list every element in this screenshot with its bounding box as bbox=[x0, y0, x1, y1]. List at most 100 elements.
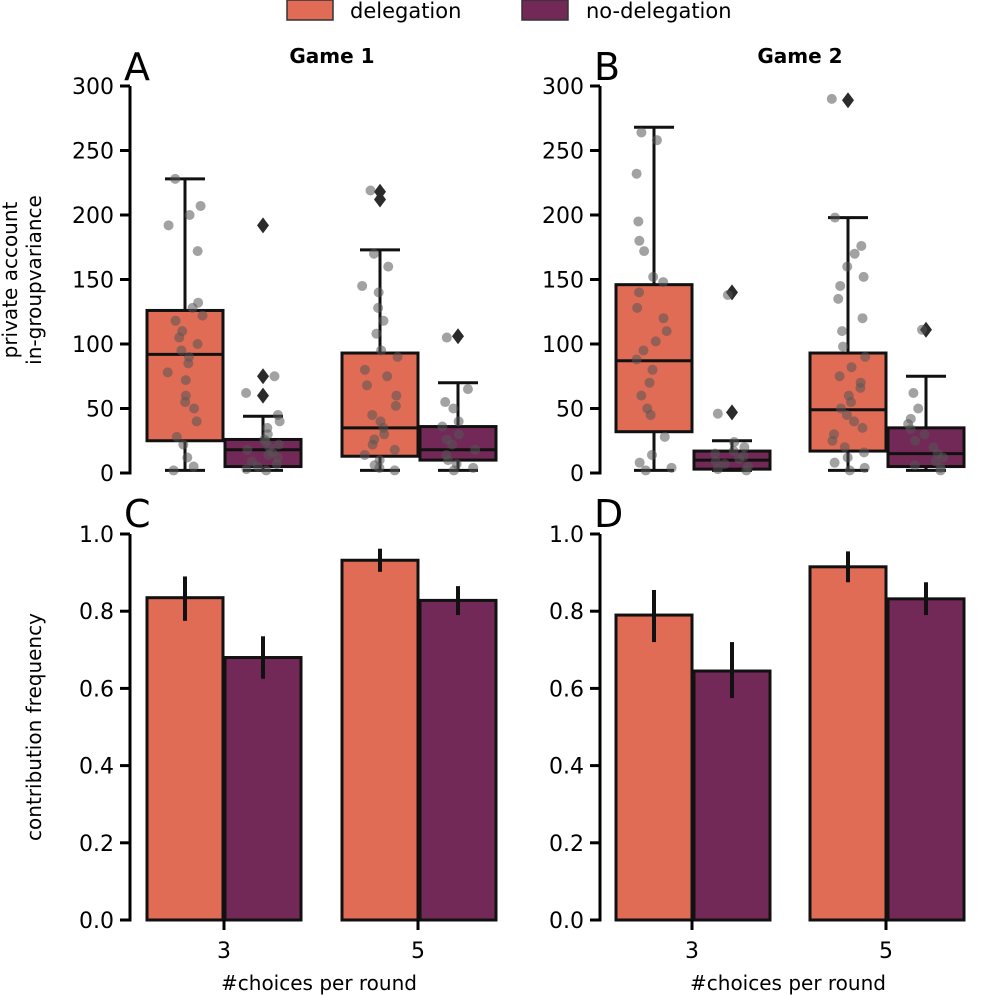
x-tick-label: 5 bbox=[411, 939, 425, 964]
y-tick-label: 150 bbox=[542, 269, 584, 294]
data-point bbox=[651, 135, 662, 146]
data-point bbox=[359, 449, 370, 460]
box-delegation bbox=[614, 283, 694, 434]
bar-no-delegation bbox=[223, 656, 303, 922]
data-point bbox=[849, 416, 860, 427]
outlier-marker bbox=[257, 217, 269, 234]
data-point bbox=[860, 351, 871, 362]
data-point bbox=[357, 280, 368, 291]
data-point bbox=[391, 390, 402, 401]
data-point bbox=[170, 315, 181, 326]
data-point bbox=[633, 216, 644, 227]
data-point bbox=[184, 210, 195, 220]
y-tick-label: 0.8 bbox=[549, 600, 584, 625]
panel-letter-a: A bbox=[124, 45, 150, 89]
y-tick-label: 0.0 bbox=[549, 909, 584, 934]
bar-no-delegation bbox=[886, 597, 966, 922]
data-point bbox=[659, 431, 670, 442]
y-tick-label: 0.4 bbox=[79, 755, 114, 780]
data-point bbox=[269, 371, 280, 382]
data-point bbox=[908, 388, 919, 399]
data-point bbox=[710, 448, 721, 459]
data-point bbox=[719, 458, 730, 469]
data-point bbox=[272, 409, 283, 420]
data-point bbox=[437, 421, 448, 432]
data-point bbox=[390, 400, 401, 411]
data-point bbox=[392, 351, 403, 362]
y-tick-label: 1.0 bbox=[549, 523, 584, 548]
plot-area-c: 0.0 0.2 0.4 0.6 0.8 1.0 3 5 bbox=[79, 523, 498, 964]
data-point bbox=[712, 464, 723, 475]
data-point bbox=[193, 297, 204, 308]
y-tick-label: 100 bbox=[72, 333, 114, 358]
data-point bbox=[742, 461, 753, 472]
outlier-marker bbox=[374, 183, 386, 200]
data-point bbox=[846, 362, 857, 373]
data-point bbox=[849, 248, 860, 259]
y-tick-label: 250 bbox=[542, 140, 584, 165]
data-point bbox=[647, 364, 658, 375]
data-point bbox=[462, 384, 473, 395]
data-point bbox=[636, 127, 647, 138]
data-point bbox=[195, 200, 206, 211]
data-point bbox=[857, 313, 868, 324]
panel-letter-c: C bbox=[124, 492, 151, 536]
data-point bbox=[375, 416, 386, 427]
data-point bbox=[180, 375, 191, 386]
plot-area-a: 0 50 100 150 200 250 300 bbox=[72, 75, 498, 487]
data-point bbox=[729, 437, 740, 448]
data-point bbox=[376, 345, 387, 356]
data-point bbox=[373, 302, 384, 313]
data-point bbox=[389, 444, 400, 455]
data-point bbox=[634, 235, 645, 246]
data-point bbox=[182, 452, 193, 463]
y-tick-label: 0.4 bbox=[549, 755, 584, 780]
data-point bbox=[826, 93, 837, 104]
data-point bbox=[382, 371, 393, 382]
data-point bbox=[838, 341, 849, 352]
data-point bbox=[913, 403, 924, 414]
data-point bbox=[856, 240, 867, 251]
y-tick-label: 200 bbox=[72, 204, 114, 229]
data-point bbox=[844, 465, 855, 476]
y-tick-label: 0.6 bbox=[549, 677, 584, 702]
data-point bbox=[835, 280, 846, 291]
panel-letter-b: B bbox=[594, 45, 620, 89]
data-point bbox=[448, 403, 459, 414]
y-tick-label: 300 bbox=[72, 75, 114, 100]
y-tick-label: 0 bbox=[570, 462, 584, 487]
data-point bbox=[841, 409, 852, 420]
data-point bbox=[371, 328, 382, 339]
outlier-marker bbox=[257, 387, 269, 404]
panel-title-a: Game 1 bbox=[289, 44, 374, 68]
y-tick-label: 0.8 bbox=[79, 600, 114, 625]
data-point bbox=[829, 212, 840, 223]
y-tick-label: 0.2 bbox=[79, 832, 114, 857]
legend: delegation no-delegation bbox=[286, 0, 732, 23]
panel-c: C contribution frequency #choices per ro… bbox=[22, 492, 498, 995]
data-point bbox=[843, 390, 854, 401]
data-point bbox=[739, 442, 750, 453]
data-point bbox=[640, 465, 651, 476]
data-point bbox=[644, 377, 655, 388]
data-point bbox=[928, 442, 939, 453]
data-point bbox=[168, 465, 179, 476]
data-point bbox=[368, 248, 379, 259]
plot-area-d: 0.0 0.2 0.4 0.6 0.8 1.0 3 5 bbox=[549, 523, 966, 964]
data-point bbox=[712, 408, 723, 419]
outlier-marker bbox=[842, 92, 854, 109]
data-point bbox=[180, 390, 191, 401]
panel-title-b: Game 2 bbox=[757, 44, 842, 68]
y-axis-label-c: contribution frequency bbox=[22, 613, 46, 841]
data-point bbox=[658, 277, 669, 288]
y-tick-label: 0.0 bbox=[79, 909, 114, 934]
plot-area-b: 0 50 100 150 200 250 300 bbox=[542, 75, 966, 487]
bar-delegation bbox=[808, 565, 888, 922]
data-point bbox=[241, 464, 252, 475]
data-point bbox=[646, 449, 657, 460]
data-point bbox=[192, 246, 203, 257]
data-point bbox=[184, 351, 195, 362]
data-point bbox=[842, 261, 853, 272]
legend-swatch-delegation bbox=[286, 0, 334, 21]
